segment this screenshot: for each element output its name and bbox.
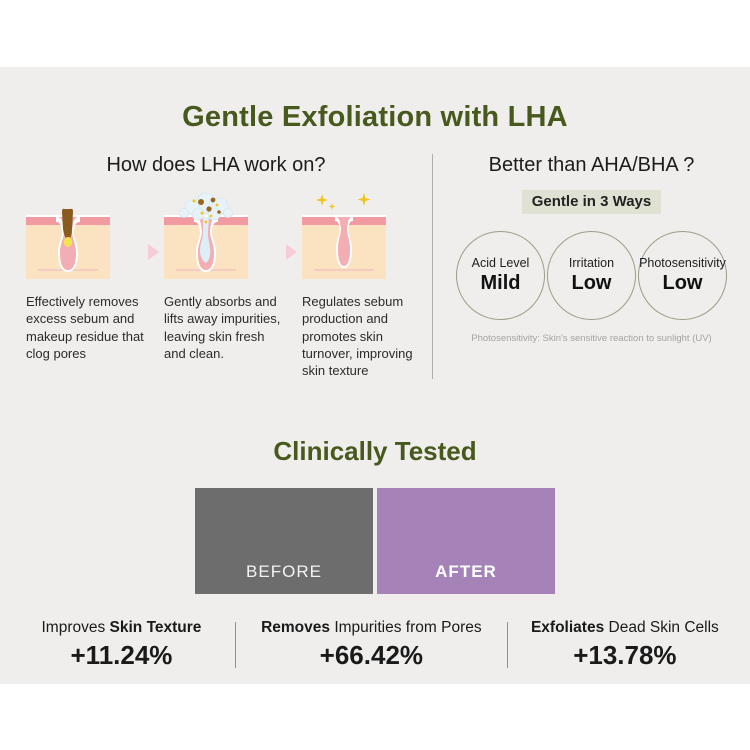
stat-action: Removes [261,619,330,637]
stat-value: +66.42% [319,640,424,671]
clogged-pore-illustration [26,208,110,279]
content-sheet: Gentle Exfoliation with LHA How does LHA… [0,67,750,684]
before-label: BEFORE [246,562,322,582]
stat-target: Impurities from Pores [334,619,482,637]
metric-label: Photosensitivity [639,256,726,270]
stat-value: +11.24% [70,640,173,671]
stat-divider [234,622,236,669]
step-2: Gently absorbs and lifts away impurities… [164,191,284,362]
stat-target: Dead Skin Cells [608,619,719,637]
stat-label: Removes Impurities from Pores [236,619,507,637]
steps-row: Effectively removes excess sebum and mak… [26,191,432,379]
badge-wrap: Gentle in 3 Ways [439,190,744,214]
stat-divider [506,622,508,669]
photosensitivity-footnote: Photosensitivity: Skin's sensitive react… [471,333,712,344]
step-1: Effectively removes excess sebum and mak… [26,191,146,362]
how-it-works-heading: How does LHA work on? [106,154,326,176]
metric-value: Low [662,272,703,294]
stat-target: Skin Texture [109,619,202,637]
stat-action: Improves [41,619,106,637]
cleansing-pore-illustration [164,192,248,279]
after-label: AFTER [435,562,497,582]
metric-value: Low [571,272,612,294]
metric-circle-acid-level: Acid Level Mild [456,231,545,320]
arrow-cell [286,191,300,260]
step-caption: Regulates sebum production and promotes … [302,294,413,379]
after-image: AFTER [377,488,555,595]
gentle-ways-badge: Gentle in 3 Ways [521,190,662,214]
top-sections: How does LHA work on? [0,154,750,380]
metric-circles: Acid Level Mild Irritation Low Photosens… [439,231,744,320]
page-title: Gentle Exfoliation with LHA [182,101,568,133]
stat-label: Exfoliates Dead Skin Cells [508,619,742,637]
arrow-right-icon [286,244,297,260]
metric-label: Irritation [568,256,615,270]
before-after-row: BEFORE AFTER [0,488,750,595]
step-caption: Gently absorbs and lifts away impurities… [164,294,281,361]
comparison-section: Better than AHA/BHA ? Gentle in 3 Ways A… [432,154,750,380]
clinical-stats: Improves Skin Texture +11.24% Removes Im… [0,617,750,673]
comparison-heading: Better than AHA/BHA ? [488,154,695,176]
arrow-right-icon [148,244,159,260]
metric-label: Acid Level [471,256,530,270]
stat-value: +13.78% [573,640,677,671]
before-image: BEFORE [195,488,373,595]
metric-circle-photosensitivity: Photosensitivity Low [638,231,727,320]
clean-pore-illustration [302,193,386,279]
step-3: Regulates sebum production and promotes … [302,191,422,379]
stat-impurities: Removes Impurities from Pores +66.42% [236,617,507,673]
stat-action: Exfoliates [530,619,605,637]
clinical-heading: Clinically Tested [273,436,477,467]
stat-label: Improves Skin Texture [8,619,235,637]
metric-value: Mild [480,272,521,294]
step-caption: Effectively removes excess sebum and mak… [26,294,144,361]
arrow-cell [148,191,162,260]
stat-skin-texture: Improves Skin Texture +11.24% [8,617,235,673]
how-it-works-section: How does LHA work on? [0,154,432,379]
stat-dead-skin-cells: Exfoliates Dead Skin Cells +13.78% [508,617,742,673]
metric-circle-irritation: Irritation Low [547,231,636,320]
